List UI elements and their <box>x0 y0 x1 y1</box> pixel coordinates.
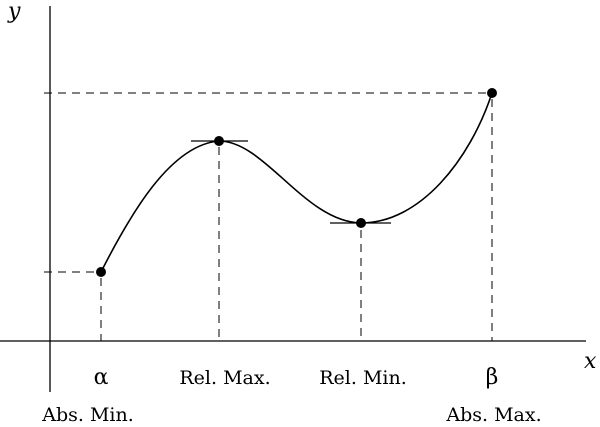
beta-label: β <box>486 365 499 390</box>
rel-max-label: Rel. Max. <box>179 367 270 389</box>
abs-max-point <box>487 88 497 98</box>
alpha-label: α <box>94 365 109 390</box>
x-axis-label: x <box>584 349 597 374</box>
abs-min-point <box>96 267 106 277</box>
abs-max-label: Abs. Max. <box>445 404 541 426</box>
rel-min-point <box>356 218 366 228</box>
abs-min-label: Abs. Min. <box>41 404 134 426</box>
rel-min-label: Rel. Min. <box>319 367 407 389</box>
rel-max-point <box>214 136 224 146</box>
y-axis-label: y <box>7 0 21 24</box>
function-curve <box>100 92 493 273</box>
